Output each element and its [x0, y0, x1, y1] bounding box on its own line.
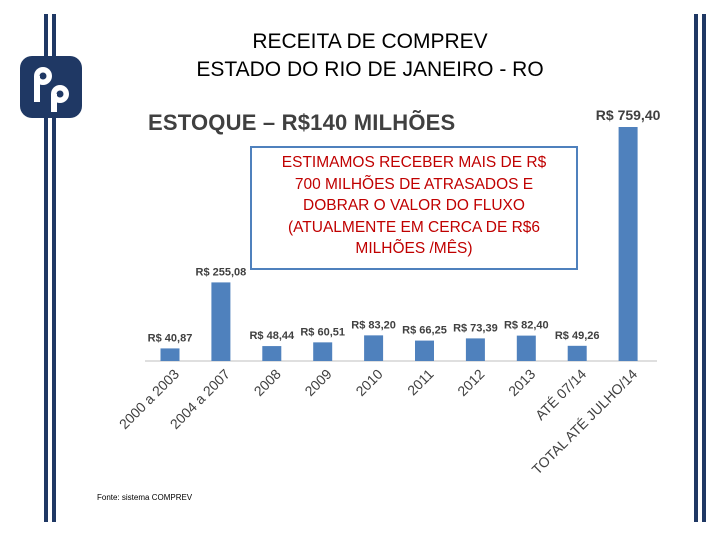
data-label: R$ 255,08	[196, 266, 247, 278]
source-note: Fonte: sistema COMPREV	[97, 493, 193, 502]
data-label: R$ 49,26	[555, 330, 600, 342]
right-border-bar-1	[694, 14, 698, 522]
bar	[516, 335, 536, 361]
x-tick-label: 2009	[301, 366, 334, 399]
bar	[211, 282, 231, 361]
x-tick-label: 2013	[505, 366, 538, 399]
data-label: R$ 83,20	[351, 319, 396, 331]
callout-box: ESTIMAMOS RECEBER MAIS DE R$ 700 MILHÕES…	[250, 146, 578, 270]
data-label: R$ 60,51	[300, 326, 345, 338]
bar	[262, 346, 282, 361]
data-label: R$ 66,25	[402, 325, 447, 337]
x-tick-label: TOTAL ATÉ JULHO/14	[529, 366, 641, 478]
bar	[160, 348, 180, 361]
stock-label: ESTOQUE – R$140 MILHÕES	[148, 110, 456, 135]
x-tick-label: 2010	[352, 366, 385, 399]
bar	[567, 345, 587, 361]
bar	[465, 338, 485, 361]
callout-text: ESTIMAMOS RECEBER MAIS DE R$ 700 MILHÕES…	[281, 154, 547, 257]
data-label: R$ 48,44	[249, 330, 295, 342]
logo	[20, 56, 82, 118]
left-border-bar-1	[44, 14, 48, 522]
data-label: R$ 40,87	[148, 332, 193, 344]
page-title-line2: ESTADO DO RIO DE JANEIRO - RO	[196, 58, 544, 81]
bar	[364, 335, 384, 361]
bar	[415, 340, 434, 361]
left-border-bar-2	[52, 14, 56, 522]
bar	[313, 342, 333, 361]
x-tick-label: 2011	[404, 366, 437, 399]
x-tick-label: 2008	[251, 366, 284, 399]
data-label: R$ 73,39	[453, 322, 498, 334]
x-tick-label: 2012	[454, 366, 487, 399]
bar	[618, 127, 638, 361]
logo-mark-icon	[34, 67, 69, 112]
page-title-line1: RECEITA DE COMPREV	[252, 30, 488, 53]
data-label: R$ 82,40	[504, 320, 549, 332]
right-border-bar-2	[702, 14, 706, 522]
data-label: R$ 759,40	[596, 107, 661, 123]
